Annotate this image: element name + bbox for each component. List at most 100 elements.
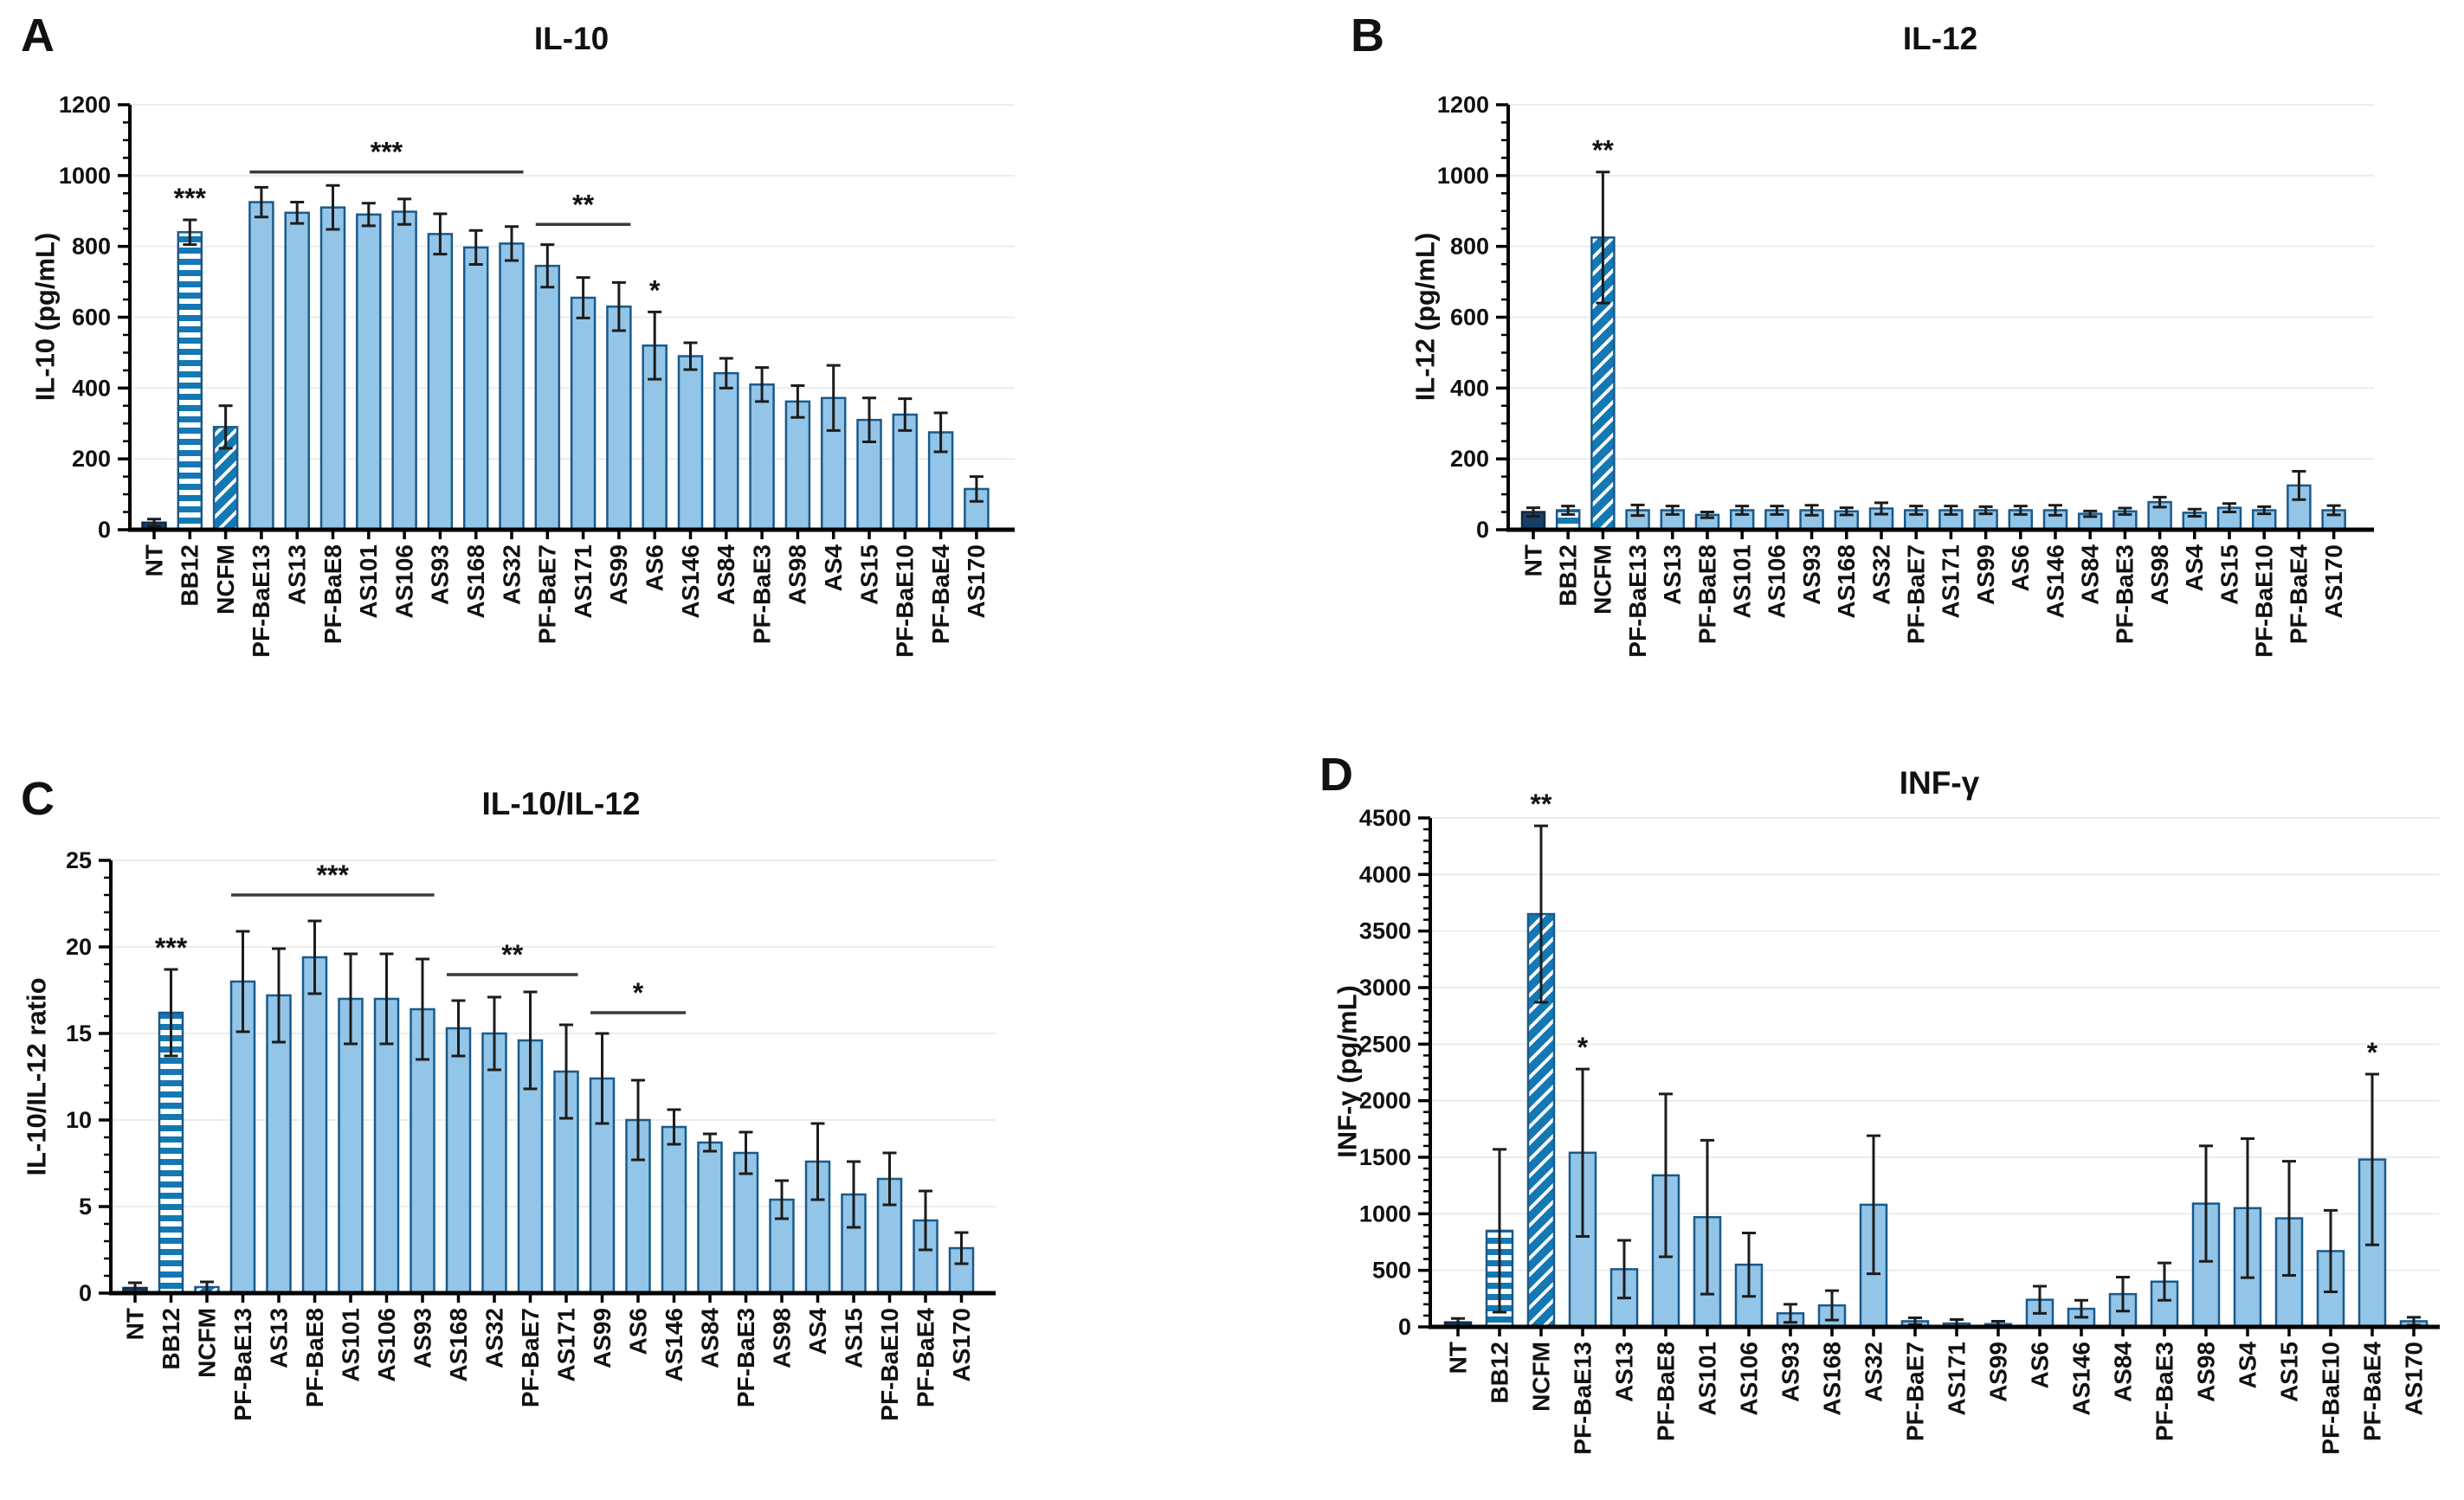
category-label: AS170 — [2400, 1342, 2427, 1416]
panel-title-d: INF-γ — [1899, 765, 1980, 801]
bar — [248, 201, 274, 531]
error-bar — [882, 1151, 897, 1207]
bar — [266, 994, 292, 1295]
category-label: AS146 — [661, 1308, 687, 1382]
error-bar — [2324, 1208, 2338, 1293]
error-bar — [2083, 509, 2098, 518]
category-label: AS13 — [1659, 544, 1686, 605]
category-label: AS171 — [570, 544, 597, 619]
category-label: PF-BaE7 — [534, 544, 561, 644]
error-bar — [1839, 506, 1854, 517]
error-bar — [1534, 824, 1548, 1004]
y-tick-label: 800 — [1450, 234, 1489, 260]
category-label: PF-BaE10 — [2250, 544, 2277, 658]
error-bar — [2033, 1284, 2047, 1315]
error-bar — [2282, 1160, 2296, 1278]
error-bar — [1700, 511, 1714, 519]
error-bar — [1596, 171, 1610, 305]
y-tick-label: 3000 — [1359, 975, 1411, 1001]
error-bar — [397, 197, 412, 226]
category-label: AS15 — [855, 544, 882, 605]
error-bar — [183, 218, 197, 247]
category-label: AS93 — [427, 544, 454, 605]
error-bar — [235, 930, 250, 1033]
category-label: PF-BaE8 — [1693, 544, 1720, 644]
y-tick-label: 20 — [66, 934, 92, 960]
bar — [892, 413, 919, 531]
bar — [661, 1125, 687, 1295]
significance-star: ** — [1592, 135, 1614, 166]
panel-label-d: D — [1319, 749, 1353, 801]
y-tick-label: 1200 — [1437, 92, 1489, 118]
error-bar — [648, 310, 662, 381]
y-axis-label-b: IL-12 (pg/mL) — [1409, 232, 1441, 402]
panel-label-b: B — [1351, 10, 1384, 61]
category-label: BB12 — [177, 544, 203, 607]
y-tick-label: 600 — [1450, 305, 1489, 331]
category-label: AS84 — [2109, 1342, 2136, 1402]
y-axis-label-c: IL-10/IL-12 ratio — [21, 977, 52, 1176]
significance-star: * — [633, 977, 644, 1008]
category-label: AS106 — [1764, 544, 1790, 619]
error-bar — [218, 404, 233, 450]
error-bar — [810, 1122, 825, 1201]
y-tick-label: 0 — [79, 1280, 92, 1306]
error-bar — [826, 364, 841, 432]
category-label: PF-BaE10 — [2317, 1342, 2344, 1455]
error-bar — [2292, 469, 2306, 501]
category-label: PF-BaE7 — [1901, 1342, 1928, 1441]
error-bar — [611, 280, 626, 332]
y-tick-label: 1000 — [59, 163, 111, 189]
bar — [2150, 1280, 2179, 1329]
error-bar — [1944, 505, 1958, 516]
category-label: AS6 — [624, 1308, 651, 1355]
category-label: NCFM — [1527, 1342, 1554, 1412]
y-tick-label: 800 — [72, 234, 111, 260]
panel-title-c: IL-10/IL-12 — [481, 786, 641, 821]
category-label: NT — [140, 544, 167, 576]
significance-star: *** — [174, 183, 207, 214]
error-bar — [667, 1108, 681, 1146]
y-tick-label: 1200 — [59, 92, 111, 118]
error-bar — [147, 518, 161, 528]
error-bar — [1659, 1092, 1673, 1259]
category-label: AS4 — [2234, 1342, 2261, 1389]
bar — [2287, 484, 2312, 531]
error-bar — [523, 990, 538, 1091]
error-bar — [2365, 1072, 2379, 1246]
error-bar — [2257, 505, 2272, 516]
error-bar — [2013, 505, 2028, 516]
category-label: NT — [121, 1308, 148, 1340]
bar — [373, 997, 400, 1295]
category-label: AS168 — [1818, 1342, 1845, 1416]
y-tick-label: 3500 — [1359, 918, 1411, 944]
category-label: NCFM — [193, 1308, 220, 1378]
category-label: PF-BaE7 — [517, 1308, 544, 1407]
error-bar — [361, 202, 376, 228]
error-bar — [2116, 1276, 2130, 1313]
category-label: PF-BaE3 — [748, 544, 775, 644]
category-label: PF-BaE13 — [229, 1308, 256, 1421]
error-bar — [1700, 1138, 1714, 1296]
bar — [462, 246, 489, 531]
category-label: AS106 — [373, 1308, 400, 1382]
y-tick-label: 500 — [1372, 1258, 1411, 1284]
error-bar — [1770, 505, 1784, 516]
category-label: NCFM — [212, 544, 239, 615]
significance-star: *** — [155, 932, 188, 963]
category-label: AS4 — [820, 544, 847, 592]
bar — [534, 264, 561, 531]
error-bar — [1576, 1067, 1590, 1238]
category-label: AS13 — [265, 1308, 292, 1368]
error-bar — [847, 1160, 861, 1229]
error-bar — [1909, 505, 1924, 516]
error-bar — [433, 212, 448, 256]
category-label: PF-BaE13 — [1624, 544, 1651, 658]
category-label: PF-BaE4 — [2358, 1342, 2385, 1442]
y-tick-label: 400 — [1450, 375, 1489, 401]
y-tick-label: 0 — [1476, 517, 1489, 543]
error-bar — [969, 475, 984, 503]
category-label: AS98 — [2192, 1342, 2219, 1402]
